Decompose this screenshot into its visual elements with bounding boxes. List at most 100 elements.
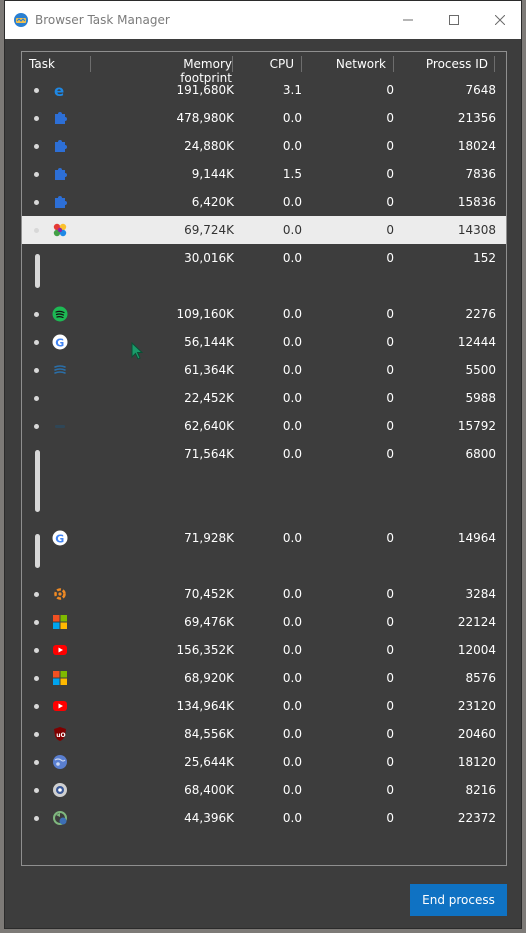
ublock-icon: uO xyxy=(54,727,66,741)
process-id-value: 21356 xyxy=(457,111,496,125)
row-marker xyxy=(34,340,39,345)
process-id-value: 7836 xyxy=(465,167,496,181)
network-value: 0 xyxy=(386,363,394,377)
table-row[interactable]: 156,352K 0.0 0 12004 xyxy=(22,636,506,664)
row-marker xyxy=(34,396,39,401)
network-value: 0 xyxy=(386,223,394,237)
column-network[interactable]: Network xyxy=(335,57,386,71)
cpu-value: 0.0 xyxy=(282,447,302,461)
cpu-value: 0.0 xyxy=(282,111,302,125)
table-row[interactable]: 24,880K 0.0 0 18024 xyxy=(22,132,506,160)
table-row[interactable]: 6,420K 0.0 0 15836 xyxy=(22,188,506,216)
process-id-value: 12444 xyxy=(457,335,496,349)
network-value: 0 xyxy=(386,783,394,797)
network-value: 0 xyxy=(386,755,394,769)
table-row[interactable]: 134,964K 0.0 0 23120 xyxy=(22,692,506,720)
table-row-group[interactable]: 71,564K 0.0 0 6800 xyxy=(22,440,506,524)
memory-value: 134,964K xyxy=(176,699,235,713)
network-value: 0 xyxy=(386,419,394,433)
process-id-value: 20460 xyxy=(457,727,496,741)
column-divider[interactable] xyxy=(393,56,394,72)
process-id-value: 22124 xyxy=(457,615,496,629)
cpu-value: 0.0 xyxy=(282,223,302,237)
network-value: 0 xyxy=(386,587,394,601)
close-icon xyxy=(495,15,505,25)
svg-text:e: e xyxy=(54,82,64,98)
network-value: 0 xyxy=(386,447,394,461)
column-divider[interactable] xyxy=(90,56,91,72)
row-marker xyxy=(34,788,39,793)
table-row[interactable]: 44,396K 0.0 0 22372 xyxy=(22,804,506,832)
memory-value: 69,724K xyxy=(184,223,234,237)
table-row[interactable]: 109,160K 0.0 0 2276 xyxy=(22,300,506,328)
table-row[interactable]: 68,400K 0.0 0 8216 xyxy=(22,776,506,804)
table-row[interactable]: 62,640K 0.0 0 15792 xyxy=(22,412,506,440)
end-process-button[interactable]: End process xyxy=(410,884,507,916)
eye-icon xyxy=(53,783,67,797)
cpu-value: 0.0 xyxy=(282,783,302,797)
cpu-value: 0.0 xyxy=(282,335,302,349)
close-button[interactable] xyxy=(477,1,523,39)
column-memory[interactable]: Memory footprint xyxy=(180,57,232,85)
cpu-value: 0.0 xyxy=(282,755,302,769)
table-row[interactable]: 70,452K 0.0 0 3284 xyxy=(22,580,506,608)
column-divider[interactable] xyxy=(232,56,233,72)
column-cpu[interactable]: CPU xyxy=(269,57,294,71)
table-row-group[interactable]: 30,016K 0.0 0 152 xyxy=(22,244,506,300)
column-process-id[interactable]: Process ID xyxy=(425,57,488,71)
row-marker xyxy=(34,424,39,429)
table-row-selected[interactable]: 69,724K 0.0 0 14308 xyxy=(22,216,506,244)
process-id-value: 152 xyxy=(473,251,496,265)
memory-value: 44,396K xyxy=(184,811,234,825)
cpu-value: 0.0 xyxy=(282,251,302,265)
column-divider[interactable] xyxy=(301,56,302,72)
row-marker xyxy=(34,144,39,149)
table-row[interactable]: 25,644K 0.0 0 18120 xyxy=(22,748,506,776)
table-row[interactable]: 9,144K 1.5 0 7836 xyxy=(22,160,506,188)
cpu-value: 0.0 xyxy=(282,391,302,405)
memory-value: 70,452K xyxy=(184,587,234,601)
network-value: 0 xyxy=(386,615,394,629)
recycle-icon xyxy=(53,811,67,825)
process-id-value: 14964 xyxy=(457,531,496,545)
process-id-value: 8576 xyxy=(465,671,496,685)
row-marker xyxy=(34,200,39,205)
network-value: 0 xyxy=(386,699,394,713)
memory-value: 61,364K xyxy=(184,363,234,377)
memory-value: 109,160K xyxy=(176,307,235,321)
process-id-value: 6800 xyxy=(465,447,496,461)
table-row[interactable]: uO 84,556K 0.0 0 20460 xyxy=(22,720,506,748)
cpu-value: 0.0 xyxy=(282,699,302,713)
table-row[interactable]: e 191,680K 3.1 0 7648 xyxy=(22,76,506,104)
table-row[interactable]: 22,452K 0.0 0 5988 xyxy=(22,384,506,412)
network-value: 0 xyxy=(386,643,394,657)
cpu-value: 0.0 xyxy=(282,811,302,825)
maximize-button[interactable] xyxy=(431,1,477,39)
network-value: 0 xyxy=(386,335,394,349)
table-row-group[interactable]: G 71,928K 0.0 0 14964 xyxy=(22,524,506,580)
minimize-button[interactable] xyxy=(385,1,431,39)
dim-app-icon xyxy=(55,425,65,428)
column-divider[interactable] xyxy=(494,56,495,72)
cpu-value: 0.0 xyxy=(282,671,302,685)
table-row[interactable]: 478,980K 0.0 0 21356 xyxy=(22,104,506,132)
microsoft-icon xyxy=(53,671,67,685)
svg-text:G: G xyxy=(55,336,64,349)
table-row[interactable]: 61,364K 0.0 0 5500 xyxy=(22,356,506,384)
table-row[interactable]: G 56,144K 0.0 0 12444 xyxy=(22,328,506,356)
table-row[interactable]: 68,920K 0.0 0 8576 xyxy=(22,664,506,692)
browser-task-manager-icon xyxy=(14,13,28,27)
process-list[interactable]: Task Memory footprint CPU Network Proces… xyxy=(21,51,507,866)
network-value: 0 xyxy=(386,671,394,685)
process-id-value: 5988 xyxy=(465,391,496,405)
table-row[interactable]: 69,476K 0.0 0 22124 xyxy=(22,608,506,636)
globe-icon xyxy=(53,755,67,769)
network-value: 0 xyxy=(386,251,394,265)
column-task[interactable]: Task xyxy=(29,57,55,71)
memory-value: 71,928K xyxy=(184,531,234,545)
cpu-value: 0.0 xyxy=(282,307,302,321)
extension-icon xyxy=(55,112,67,124)
stack-icon xyxy=(54,365,66,374)
svg-text:G: G xyxy=(55,532,64,545)
network-value: 0 xyxy=(386,307,394,321)
